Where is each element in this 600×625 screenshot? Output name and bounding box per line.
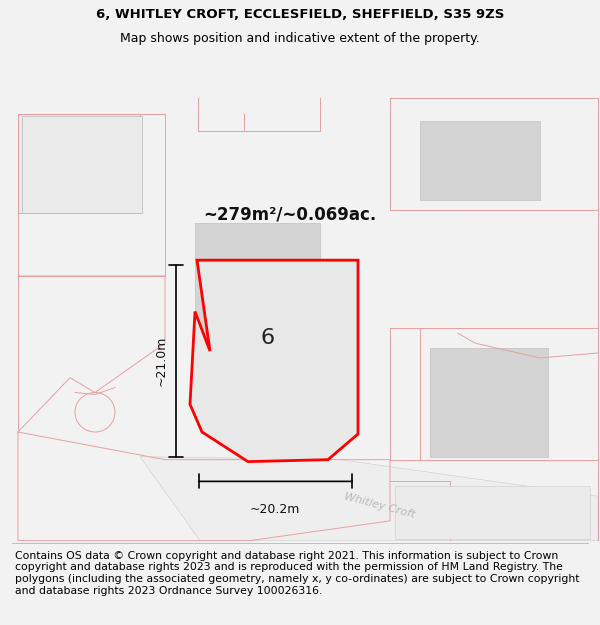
Text: ~21.0m: ~21.0m bbox=[155, 336, 168, 386]
Polygon shape bbox=[430, 348, 548, 457]
Text: Map shows position and indicative extent of the property.: Map shows position and indicative extent… bbox=[120, 32, 480, 45]
Polygon shape bbox=[22, 116, 142, 212]
Polygon shape bbox=[190, 260, 358, 462]
Text: 6: 6 bbox=[261, 328, 275, 348]
Text: ~20.2m: ~20.2m bbox=[250, 503, 300, 516]
Polygon shape bbox=[420, 121, 540, 200]
Text: Whitley Croft: Whitley Croft bbox=[343, 492, 416, 521]
Text: ~279m²/~0.069ac.: ~279m²/~0.069ac. bbox=[203, 206, 377, 224]
Text: Contains OS data © Crown copyright and database right 2021. This information is : Contains OS data © Crown copyright and d… bbox=[15, 551, 580, 596]
Polygon shape bbox=[18, 114, 140, 212]
Text: 6, WHITLEY CROFT, ECCLESFIELD, SHEFFIELD, S35 9ZS: 6, WHITLEY CROFT, ECCLESFIELD, SHEFFIELD… bbox=[96, 8, 504, 21]
Polygon shape bbox=[195, 222, 320, 353]
Polygon shape bbox=[395, 486, 590, 539]
Polygon shape bbox=[140, 457, 598, 541]
